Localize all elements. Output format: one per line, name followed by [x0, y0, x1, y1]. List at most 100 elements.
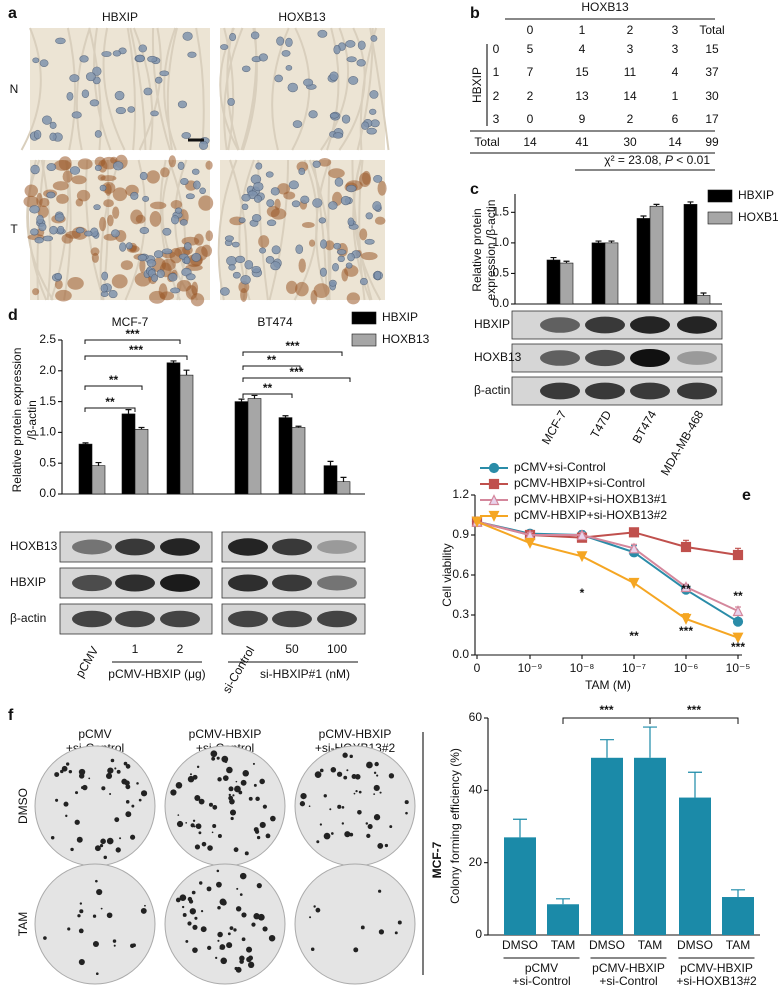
nucleus: [138, 44, 147, 53]
marker: [576, 551, 588, 563]
colony: [268, 934, 276, 942]
table-cell: 3: [672, 42, 679, 56]
colony: [241, 912, 247, 918]
stain: [54, 279, 63, 290]
colony: [366, 833, 371, 838]
colony: [215, 956, 218, 960]
table-cell: 41: [575, 135, 589, 149]
error-bar: [138, 426, 145, 430]
marker: [488, 494, 500, 506]
error-bar: [282, 415, 289, 418]
nucleus: [232, 271, 241, 279]
column-label: pCMV-HBXIP: [189, 727, 262, 741]
blot-band: [317, 575, 357, 591]
nucleus: [94, 164, 102, 171]
blot-band: [72, 610, 112, 628]
colony: [300, 792, 307, 800]
colony-dish: [294, 863, 416, 985]
nucleus: [198, 140, 209, 150]
colony: [238, 790, 243, 795]
colony: [239, 893, 243, 896]
colony: [219, 944, 226, 950]
nucleus: [333, 132, 344, 139]
error-bar: [550, 256, 557, 260]
nucleus: [281, 50, 291, 57]
colony: [100, 907, 103, 910]
y-axis-label: /β-actin: [25, 400, 39, 440]
stain: [191, 281, 199, 296]
colony: [315, 907, 321, 913]
fiber: [93, 27, 112, 151]
colony: [222, 775, 229, 781]
nucleus: [345, 262, 353, 269]
x-tick-label: 10⁻⁶: [674, 661, 699, 675]
colony: [234, 966, 238, 971]
legend-swatch: [707, 189, 733, 203]
colony: [43, 936, 47, 940]
colony: [246, 956, 252, 963]
nucleus: [333, 242, 342, 250]
colony: [101, 786, 106, 791]
nucleus: [271, 245, 281, 255]
fiber: [268, 159, 290, 301]
blot-band: [115, 574, 155, 592]
y-tick-label: 0.9: [452, 527, 469, 541]
stain: [100, 175, 117, 182]
nucleus: [147, 55, 158, 63]
significance: **: [267, 353, 277, 367]
nucleus: [125, 242, 133, 250]
colony: [346, 769, 349, 772]
y-tick-label: 0.0: [39, 486, 56, 500]
nucleus: [38, 222, 47, 232]
colony: [88, 777, 91, 780]
colony: [78, 928, 84, 934]
nucleus: [182, 31, 193, 41]
fiber: [151, 27, 171, 151]
column-header: 2: [627, 23, 634, 37]
table-cell: 3: [627, 42, 634, 56]
blot-band: [585, 349, 625, 367]
nucleus: [265, 171, 274, 178]
significance: **: [629, 629, 639, 643]
table-cell: 2: [627, 112, 634, 126]
error-bar: [687, 201, 694, 205]
blot-band: [540, 382, 580, 400]
blot-band: [272, 538, 312, 556]
colony: [366, 761, 373, 769]
colony: [259, 916, 263, 920]
stain: [359, 228, 368, 241]
colony: [228, 793, 231, 797]
stain: [139, 258, 146, 273]
colony: [357, 809, 362, 815]
blot-band: [677, 382, 717, 400]
series-line: [476, 520, 739, 623]
blot-band: [228, 574, 268, 592]
nucleus: [312, 160, 321, 168]
y-tick-label: 0.5: [39, 455, 56, 469]
nucleus: [241, 65, 251, 73]
nucleus: [185, 193, 195, 200]
nucleus: [46, 191, 56, 199]
legend-label: pCMV-HBXIP+si-Control: [514, 476, 645, 490]
colony: [194, 795, 201, 802]
nucleus: [258, 53, 268, 62]
table-cell: 9: [579, 112, 586, 126]
blot-band: [115, 538, 155, 556]
y-tick-label: 1.0: [492, 235, 509, 249]
stain: [52, 181, 69, 191]
marker: [488, 462, 500, 474]
colony: [67, 927, 71, 931]
fiber: [217, 159, 238, 301]
nucleus: [373, 174, 383, 183]
nucleus: [42, 115, 52, 125]
nucleus: [288, 180, 299, 190]
nucleus: [219, 287, 230, 296]
stain: [76, 189, 91, 202]
colony: [232, 794, 235, 797]
group-label: pCMV-HBXIP: [592, 961, 665, 975]
colony: [226, 942, 233, 949]
table-cell: 6: [672, 112, 679, 126]
fiber: [223, 27, 244, 151]
marker: [628, 527, 640, 538]
nucleus: [369, 90, 379, 99]
